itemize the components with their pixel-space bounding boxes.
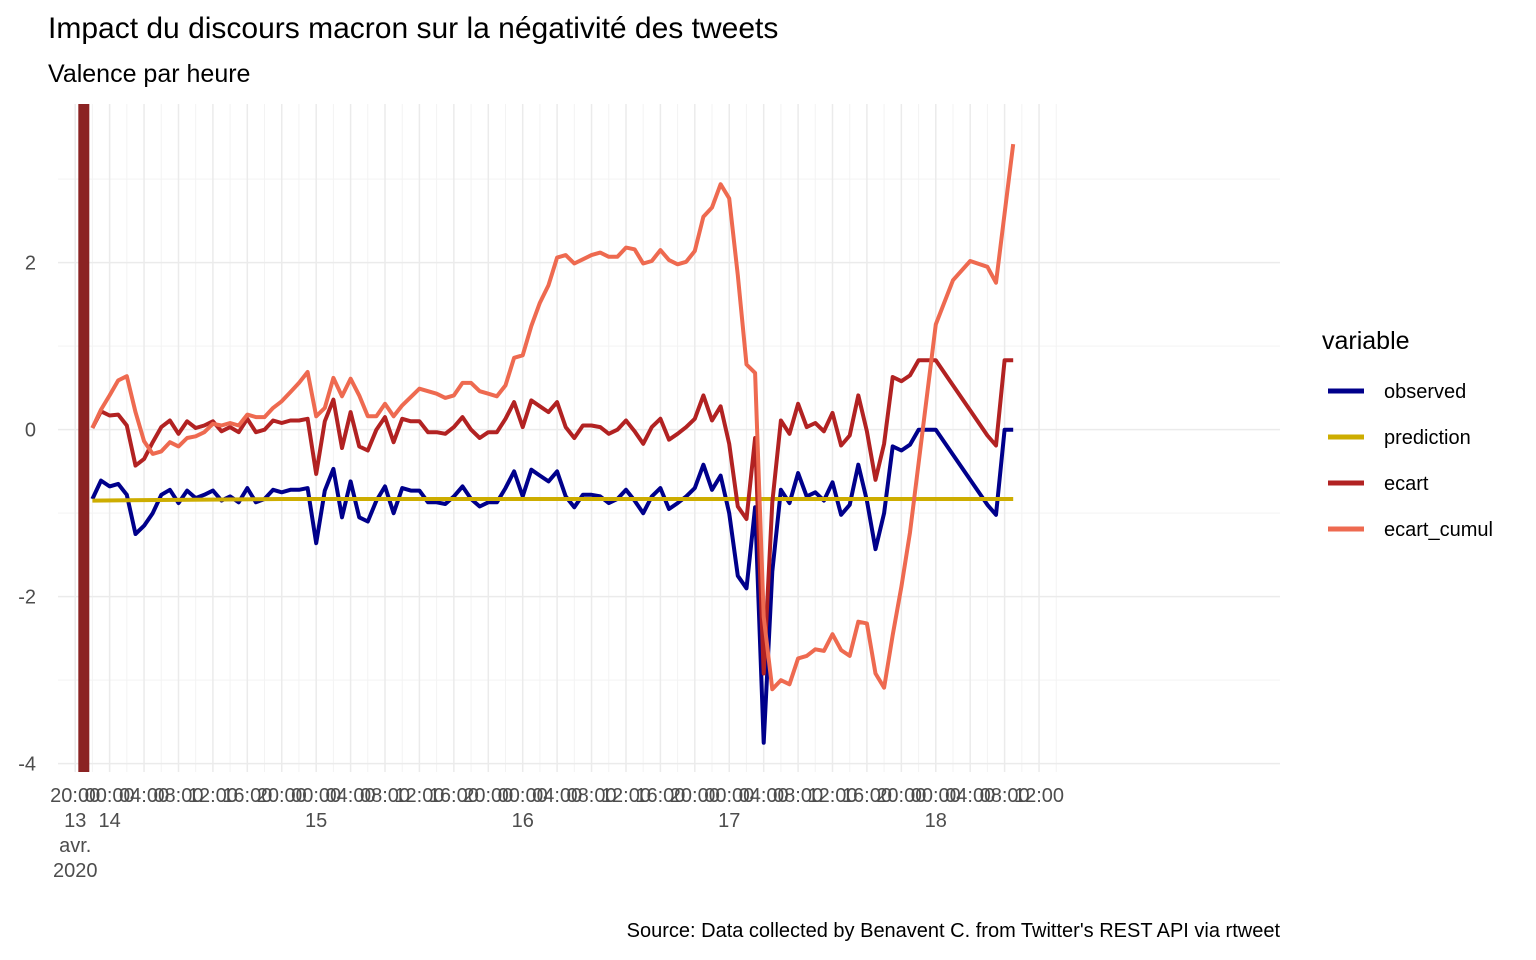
x-tick-label: 18	[925, 810, 947, 832]
x-tick-label: 00:00	[85, 785, 135, 807]
x-tick-label: 13	[64, 810, 86, 832]
legend-label-prediction: prediction	[1384, 427, 1471, 449]
x-tick-label: avr.	[59, 835, 91, 857]
chart-caption: Source: Data collected by Benavent C. fr…	[626, 920, 1280, 942]
x-tick-label: 04:00	[326, 785, 376, 807]
x-tick-label: 04:00	[945, 785, 995, 807]
x-tick-label: 16	[512, 810, 534, 832]
x-tick-label: 00:00	[291, 785, 341, 807]
x-tick-label: 08:00	[773, 785, 823, 807]
x-tick-label: 00:00	[911, 785, 961, 807]
x-tick-label: 16:00	[429, 785, 479, 807]
x-tick-label: 08:00	[360, 785, 410, 807]
series-line-ecart_cumul	[90, 143, 1016, 692]
x-tick-label: 04:00	[739, 785, 789, 807]
chart-title: Impact du discours macron sur la négativ…	[48, 12, 779, 45]
y-axis-ticks: -4 -2 0 2	[18, 253, 36, 776]
y-tick-label: 2	[25, 253, 36, 275]
x-tick-label: 12:00	[188, 785, 238, 807]
x-tick-label: 12:00	[394, 785, 444, 807]
legend: variable observed prediction ecart ecart_cum…	[1322, 327, 1493, 541]
y-tick-label: -2	[18, 587, 36, 609]
x-tick-label: 14	[99, 810, 121, 832]
y-tick-label: 0	[25, 420, 36, 442]
legend-label-ecart_cumul: ecart_cumul	[1384, 519, 1493, 541]
x-tick-label: 20:00	[257, 785, 307, 807]
legend-title: variable	[1322, 327, 1410, 355]
x-tick-label: 08:00	[153, 785, 203, 807]
x-tick-label: 20:00	[670, 785, 720, 807]
x-tick-label: 20:00	[50, 785, 100, 807]
x-tick-label: 15	[305, 810, 327, 832]
x-tick-label: 20:00	[876, 785, 926, 807]
y-tick-label: -4	[18, 754, 36, 776]
x-tick-label: 00:00	[704, 785, 754, 807]
x-axis-ticks: 20:0013avr.202000:001404:0008:0012:0016:…	[50, 785, 1064, 882]
series-line-ecart	[90, 358, 1014, 676]
x-tick-label: 08:00	[980, 785, 1030, 807]
x-tick-label: 12:00	[1014, 785, 1064, 807]
x-tick-label: 16:00	[842, 785, 892, 807]
chart-subtitle: Valence par heure	[48, 60, 251, 88]
x-tick-label: 08:00	[567, 785, 617, 807]
x-tick-label: 20:00	[463, 785, 513, 807]
x-tick-label: 2020	[53, 860, 98, 882]
legend-label-ecart: ecart	[1384, 473, 1429, 495]
x-tick-label: 00:00	[498, 785, 548, 807]
x-tick-label: 12:00	[601, 785, 651, 807]
x-tick-label: 04:00	[119, 785, 169, 807]
x-tick-label: 04:00	[532, 785, 582, 807]
x-tick-label: 16:00	[635, 785, 685, 807]
series-lines	[90, 143, 1016, 745]
legend-label-observed: observed	[1384, 381, 1466, 403]
x-tick-label: 17	[718, 810, 740, 832]
series-line-prediction	[92, 497, 1014, 503]
x-tick-label: 12:00	[807, 785, 857, 807]
x-tick-label: 16:00	[222, 785, 272, 807]
